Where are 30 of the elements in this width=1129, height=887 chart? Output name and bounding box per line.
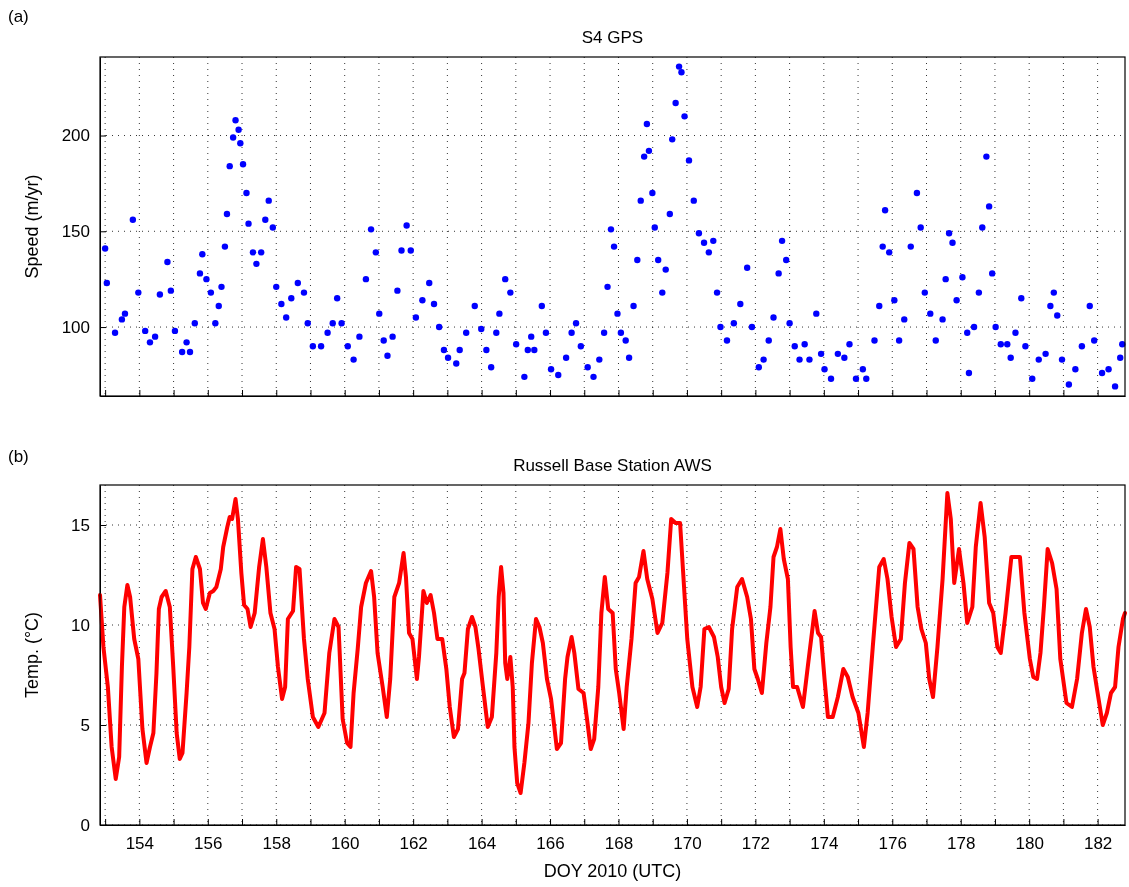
y-tick-label: 200 — [61, 126, 90, 146]
chart-title: Russell Base Station AWS — [513, 456, 712, 475]
x-tick-label: 176 — [878, 834, 907, 854]
y-tick-label: 15 — [71, 515, 90, 535]
x-tick-label: 182 — [1083, 834, 1113, 854]
x-axis-title: DOY 2010 (UTC) — [543, 861, 682, 881]
x-tick-label: 170 — [673, 834, 702, 854]
x-tick-label: 168 — [604, 834, 634, 854]
x-tick-label: 166 — [536, 834, 565, 854]
x-tick-label: 156 — [194, 834, 223, 854]
x-tick-label: 160 — [331, 834, 360, 854]
y-tick-label: 100 — [61, 317, 90, 337]
y-axis-title: Speed (m/yr) — [22, 174, 42, 279]
x-tick-label: 162 — [399, 834, 428, 854]
line-series — [98, 491, 1127, 795]
x-tick-label: 180 — [1015, 834, 1044, 854]
x-tick-label: 174 — [810, 834, 839, 854]
chart-title: S4 GPS — [581, 28, 644, 47]
x-tick-label: 172 — [741, 834, 771, 854]
text: (a) — [8, 7, 29, 26]
x-tick-label: 158 — [262, 834, 291, 854]
y-axis-title: Temp. (°C) — [22, 611, 42, 699]
y-tick-label: 5 — [80, 715, 90, 735]
text: (b) — [8, 447, 29, 466]
y-tick-label: 10 — [71, 615, 90, 635]
y-tick-label: 150 — [61, 222, 90, 242]
x-tick-label: 164 — [467, 834, 497, 854]
x-tick-label: 178 — [947, 834, 976, 854]
x-tick-label: 154 — [125, 834, 155, 854]
y-tick-label: 0 — [80, 815, 90, 835]
